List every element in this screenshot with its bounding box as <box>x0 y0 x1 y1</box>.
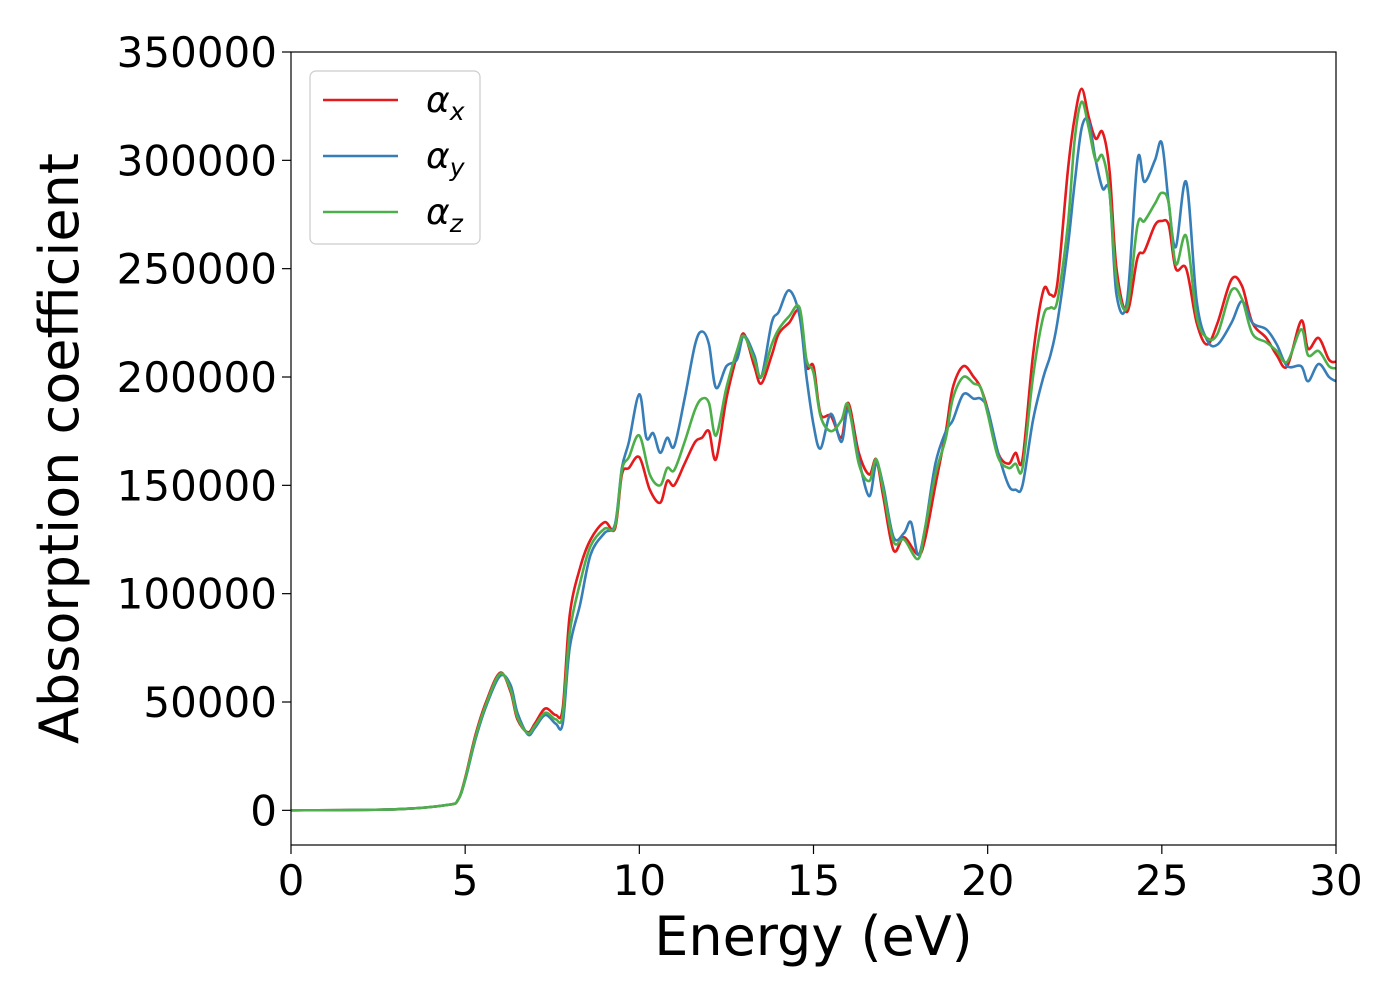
x-tick-label: 15 <box>787 856 840 905</box>
y-tick-label: 350000 <box>117 28 277 77</box>
x-tick-label: 10 <box>613 856 666 905</box>
legend: αx αy αz <box>309 70 481 245</box>
series-lines <box>291 87 1336 812</box>
legend-label: αx <box>426 80 465 126</box>
x-tick-label: 25 <box>1135 856 1188 905</box>
legend-label: αy <box>426 136 466 182</box>
series-line-alpha-z <box>291 100 1336 812</box>
x-axis-ticks: 0 5 10 15 20 25 30 <box>278 845 1363 905</box>
y-tick-label: 300000 <box>117 136 277 185</box>
y-tick-label: 200000 <box>117 353 277 402</box>
y-tick-label: 150000 <box>117 461 277 510</box>
y-tick-label: 50000 <box>143 678 277 727</box>
legend-label: αz <box>426 192 464 238</box>
x-axis-label: Energy (eV) <box>654 905 973 968</box>
x-tick-label: 30 <box>1309 856 1362 905</box>
y-axis-ticks: 0 50000 100000 150000 200000 250000 300000 3500… <box>117 28 291 835</box>
legend-box <box>309 70 481 245</box>
x-tick-label: 5 <box>452 856 479 905</box>
y-tick-label: 0 <box>250 786 277 835</box>
y-axis-label: Absorption coefficient <box>28 153 91 744</box>
y-tick-label: 100000 <box>117 570 277 619</box>
plot-frame <box>290 51 1337 846</box>
y-tick-label: 250000 <box>117 245 277 294</box>
x-tick-label: 20 <box>961 856 1014 905</box>
x-tick-label: 0 <box>278 856 305 905</box>
